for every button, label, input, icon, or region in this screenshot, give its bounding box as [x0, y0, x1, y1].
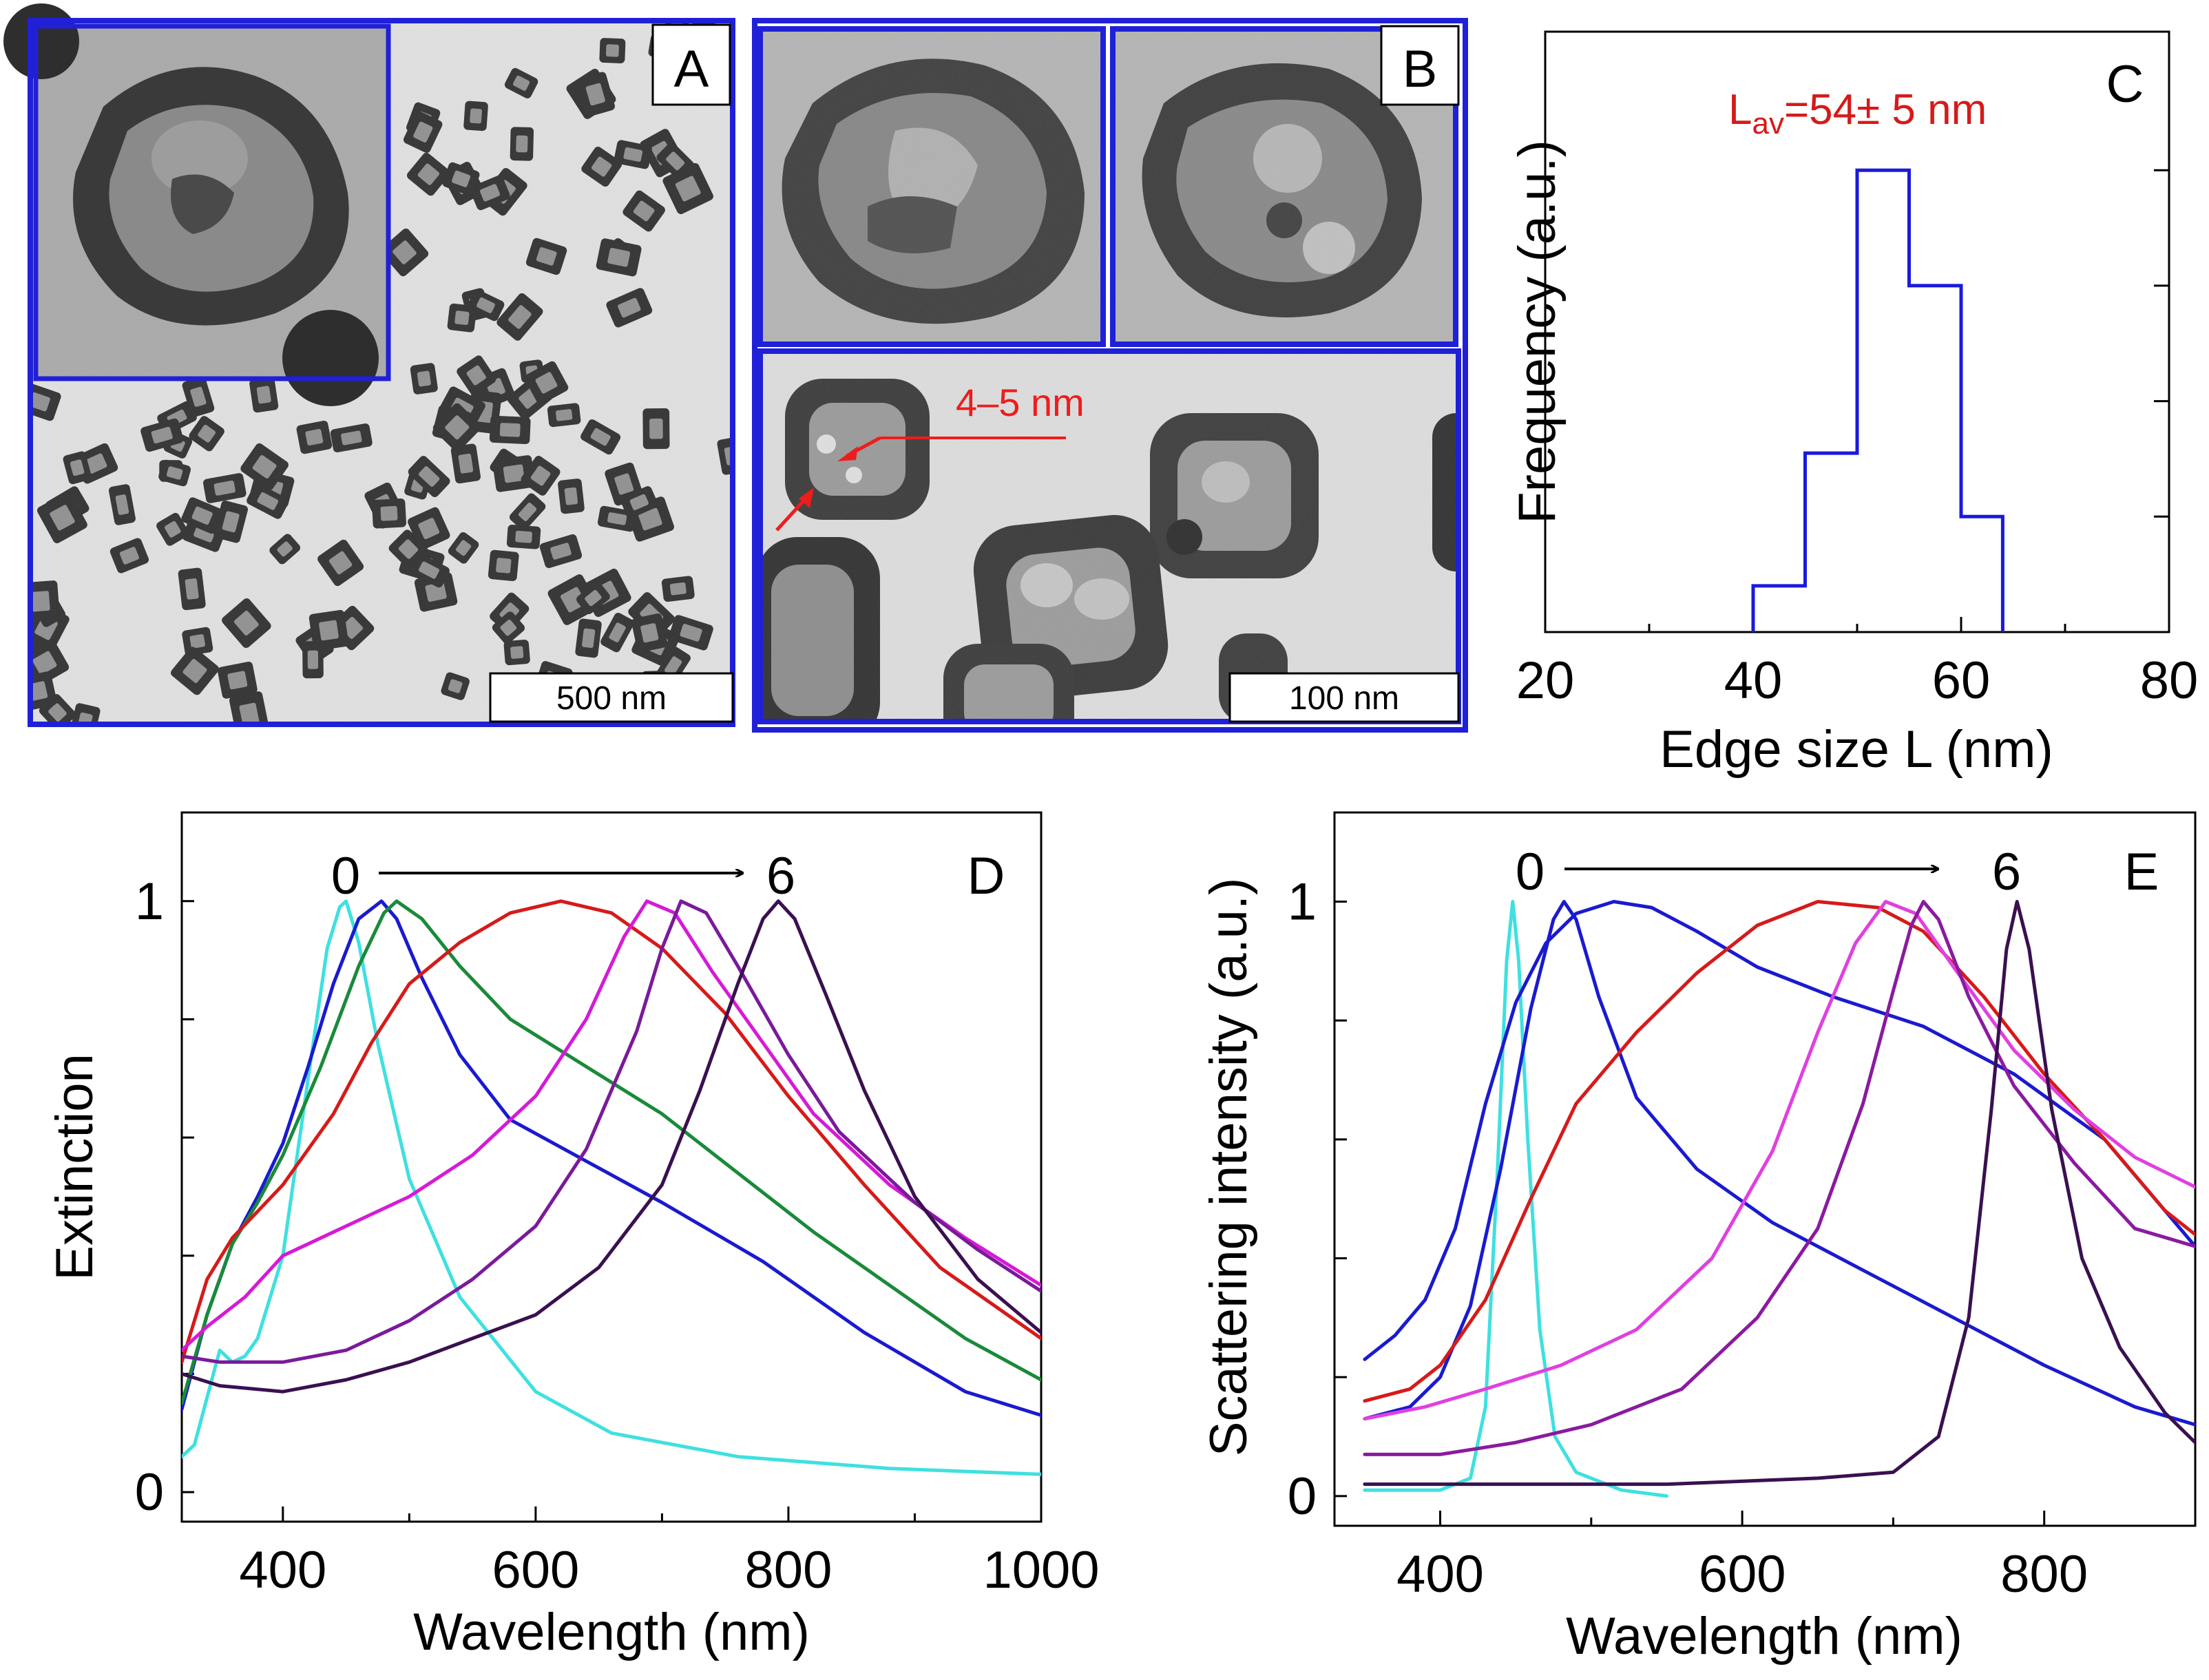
series-line-6: [182, 899, 1041, 1394]
chart-d-x-tick-labels: 400 600 800 1000: [239, 1541, 1099, 1599]
x-tick-label: 40: [1724, 651, 1783, 710]
chart-c-histogram: 20 40 60 80 C Lav=54± 5 nm Edge size L (nm)…: [1508, 30, 2199, 779]
series-line-0: [1363, 900, 1668, 1498]
chart-e-frame: [1333, 811, 2197, 1527]
chart-e-panel-label: E: [2124, 843, 2159, 901]
chart-d-arrow-start: 0: [331, 847, 360, 905]
chart-c-histogram-outline: [1751, 168, 2004, 632]
panel-b-label-box: [1380, 25, 1460, 106]
chart-c-x-axis-label: Edge size L (nm): [1660, 720, 2053, 779]
chart-c-x-tick-labels: 20 40 60 80: [1516, 651, 2199, 710]
series-line-2: [182, 899, 1041, 1405]
chart-d-arrow-end: 6: [766, 847, 795, 905]
x-tick-label: 1000: [983, 1541, 1099, 1599]
chart-c-y-axis-label: Frequency (a.u.): [1508, 140, 1567, 524]
chart-d-series: [182, 899, 1041, 1476]
x-tick-label: 600: [1699, 1545, 1786, 1604]
y-tick-label: 1: [135, 872, 164, 931]
series-line-1: [182, 899, 1041, 1417]
series-line-1: [1363, 900, 2195, 1427]
x-tick-label: 60: [1932, 651, 1991, 710]
panel-a-label-box: [651, 23, 731, 106]
series-line-2: [1363, 900, 2195, 1361]
scale-bar-b-label: 100 nm: [1289, 680, 1399, 717]
chart-d-frame: [180, 811, 1043, 1523]
chart-e-x-tick-labels: 400 600 800: [1396, 1545, 2088, 1604]
chart-d-x-axis-label: Wavelength (nm): [413, 1603, 810, 1661]
histogram-bar: [1961, 516, 2002, 632]
chart-d-ticks: [182, 900, 1043, 1522]
histogram-bar: [1909, 286, 1962, 632]
series-line-5: [182, 899, 1041, 1364]
series-line-4: [1363, 900, 2195, 1421]
x-tick-label: 20: [1516, 651, 1575, 710]
chart-d-y-axis-label: Extinction: [45, 1053, 104, 1281]
panel-b-micrograph: 4–5 nm B 100 nm: [752, 18, 1468, 733]
chart-e-arrow-start: 0: [1516, 843, 1545, 901]
series-line-5: [1363, 900, 2195, 1456]
chart-d-panel-label: D: [967, 847, 1005, 905]
chart-e-ticks: [1334, 901, 2197, 1526]
panel-a-inset: [3, 3, 391, 406]
panel-a-label: A: [674, 40, 709, 98]
chart-d-extinction: 400 600 800 1000 01 0 6 D Wavelength (nm) E…: [45, 811, 1100, 1661]
panel-b-image-3: [757, 348, 1461, 724]
chart-c-mean-annotation: Lav=54± 5 nm: [1728, 86, 1987, 140]
panel-a-micrograph: A 500 nm: [3, 3, 735, 727]
histogram-bar: [1753, 586, 1805, 632]
scale-bar-a-label: 500 nm: [556, 680, 667, 717]
x-tick-label: 800: [745, 1541, 833, 1599]
x-tick-label: 600: [492, 1541, 579, 1599]
series-line-0: [182, 899, 1041, 1476]
chart-c-bars: [1753, 170, 2002, 632]
x-tick-label: 400: [1396, 1545, 1484, 1604]
chart-c-panel-label: C: [2106, 55, 2144, 114]
x-tick-label: 400: [239, 1541, 326, 1599]
y-tick-label: 1: [1288, 873, 1317, 932]
shell-thickness-label: 4–5 nm: [956, 381, 1085, 424]
chart-e-y-tick-labels: 01: [1288, 873, 1317, 1526]
scale-bar-b: [1228, 672, 1460, 723]
chart-e-y-axis-label: Scattering intensity (a.u.): [1200, 878, 1258, 1457]
histogram-bar: [1805, 453, 1858, 632]
panel-b-image-1: [757, 26, 1106, 347]
series-line-4: [182, 899, 1041, 1352]
series-line-3: [182, 899, 1041, 1364]
panel-b-label: B: [1403, 40, 1438, 98]
chart-d-y-tick-labels: 01: [135, 872, 164, 1522]
histogram-bar: [1857, 170, 1909, 632]
chart-e-arrow-end: 6: [1992, 843, 2021, 901]
chart-e-x-axis-label: Wavelength (nm): [1566, 1607, 1962, 1666]
chart-e-scattering: 400 600 800 01 0 6 E Wavelength (nm) Scatt…: [1200, 811, 2197, 1666]
shell-thickness-annotation: 4–5 nm: [775, 381, 1085, 532]
scale-bar-a: [489, 672, 734, 723]
chart-e-series: [1363, 900, 2195, 1498]
x-tick-label: 800: [2000, 1545, 2088, 1604]
y-tick-label: 0: [135, 1463, 164, 1522]
x-tick-label: 80: [2140, 651, 2199, 710]
y-tick-label: 0: [1288, 1467, 1317, 1526]
series-line-6: [1363, 900, 2195, 1487]
series-line-3: [1363, 900, 2195, 1403]
